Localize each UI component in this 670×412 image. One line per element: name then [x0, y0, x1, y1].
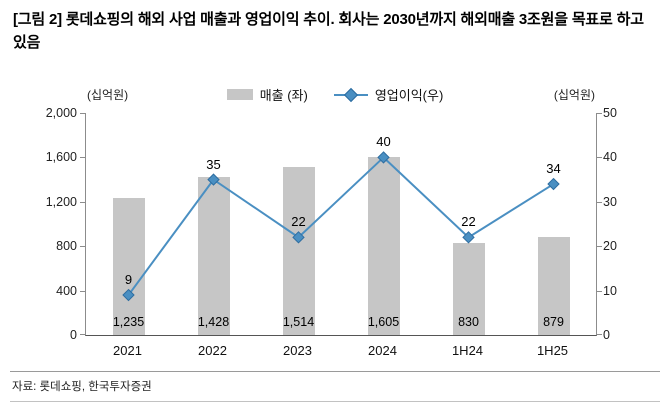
legend-label-operating-profit: 영업이익(우) — [374, 88, 444, 103]
bar-value-label: 1,605 — [367, 315, 400, 329]
axis-tick-mark — [597, 246, 602, 247]
line-value-label: 9 — [124, 272, 133, 288]
diamond-marker-icon — [547, 177, 560, 191]
combo-chart: (십억원) (십억원) 매출 (좌) 영업이익(우) 2,000 1,600 1… — [15, 82, 655, 360]
revenue-bar — [282, 166, 315, 335]
right-axis-unit: (십억원) — [553, 88, 595, 102]
left-axis-tick-labels: 2,000 1,600 1,200 800 400 0 — [15, 105, 77, 343]
legend-label-revenue: 매출 (좌) — [259, 88, 308, 103]
axis-tick-mark — [80, 246, 85, 247]
axis-tick-mark — [597, 334, 602, 335]
revenue-bar — [197, 176, 230, 335]
plot-area: 1,235 1,428 1,514 1,605 830 879 9 35 22 40 22 34 — [80, 113, 602, 336]
right-axis-tick: 30 — [603, 194, 617, 209]
revenue-bar — [452, 242, 485, 335]
diamond-marker-icon — [207, 173, 220, 186]
bar-value-label: 1,514 — [282, 315, 315, 329]
divider-bottom — [10, 401, 660, 402]
x-axis-label: 2024 — [368, 343, 397, 358]
bar-value-label: 830 — [458, 315, 479, 329]
left-axis-tick: 800 — [56, 239, 77, 254]
line-value-label: 40 — [376, 134, 391, 150]
right-axis-tick: 20 — [603, 239, 617, 254]
axis-tick-mark — [80, 202, 85, 203]
x-axis-labels: 2021 2022 2023 2024 1H24 1H25 — [85, 343, 595, 358]
x-axis-label: 1H25 — [536, 343, 569, 358]
x-axis-label: 2023 — [283, 343, 312, 358]
diamond-marker-icon — [292, 231, 305, 244]
bar-swatch-icon — [226, 89, 253, 100]
x-axis-label: 2021 — [113, 343, 142, 358]
diamond-marker-icon — [377, 151, 390, 164]
operating-profit-line — [122, 151, 560, 302]
axis-tick-mark — [80, 291, 85, 292]
revenue-bar — [537, 237, 570, 335]
axis-tick-mark — [597, 202, 602, 203]
bar-value-label: 1,428 — [197, 315, 230, 329]
revenue-bar — [367, 156, 400, 335]
chart-legend: 매출 (좌) 영업이익(우) — [15, 85, 655, 104]
bar-value-label: 1,235 — [112, 315, 145, 329]
right-axis-tick: 0 — [603, 327, 610, 342]
line-value-label: 35 — [206, 156, 221, 172]
x-axis-label: 1H24 — [451, 343, 484, 358]
line-value-label: 22 — [461, 214, 476, 230]
line-swatch-icon — [333, 87, 368, 102]
left-axis-tick: 2,000 — [45, 106, 77, 120]
diamond-marker-icon — [122, 288, 135, 302]
right-axis-tick-labels: 50 40 30 20 10 0 — [603, 105, 653, 343]
x-axis-label: 2022 — [198, 343, 227, 358]
line-value-label: 22 — [291, 214, 306, 230]
left-axis-tick: 1,200 — [45, 194, 77, 209]
axis-tick-mark — [80, 334, 85, 335]
right-axis-tick: 10 — [603, 283, 617, 298]
axis-tick-mark — [597, 157, 602, 158]
line-value-label: 34 — [546, 161, 561, 177]
axis-tick-mark — [80, 113, 85, 114]
legend-item-revenue: 매출 (좌) — [226, 85, 308, 104]
bar-value-label: 879 — [543, 315, 564, 329]
revenue-bar — [112, 197, 145, 335]
legend-item-operating-profit: 영업이익(우) — [333, 85, 444, 104]
axis-tick-mark — [80, 157, 85, 158]
axis-tick-mark — [597, 291, 602, 292]
left-axis-unit: (십억원) — [87, 88, 129, 102]
left-axis-tick: 0 — [70, 327, 77, 342]
figure-title: [그림 2] 롯데쇼핑의 해외 사업 매출과 영업이익 추이. 회사는 2030… — [13, 11, 644, 52]
right-axis-tick: 50 — [603, 106, 617, 120]
left-axis-tick: 1,600 — [45, 150, 77, 165]
right-axis-tick: 40 — [603, 150, 617, 165]
diamond-marker-icon — [343, 87, 358, 102]
axis-tick-mark — [597, 113, 602, 114]
source-note: 자료: 롯데쇼핑, 한국투자증권 — [12, 381, 152, 393]
diamond-marker-icon — [462, 231, 475, 244]
divider-top — [10, 371, 660, 372]
left-axis-tick: 400 — [56, 283, 77, 298]
